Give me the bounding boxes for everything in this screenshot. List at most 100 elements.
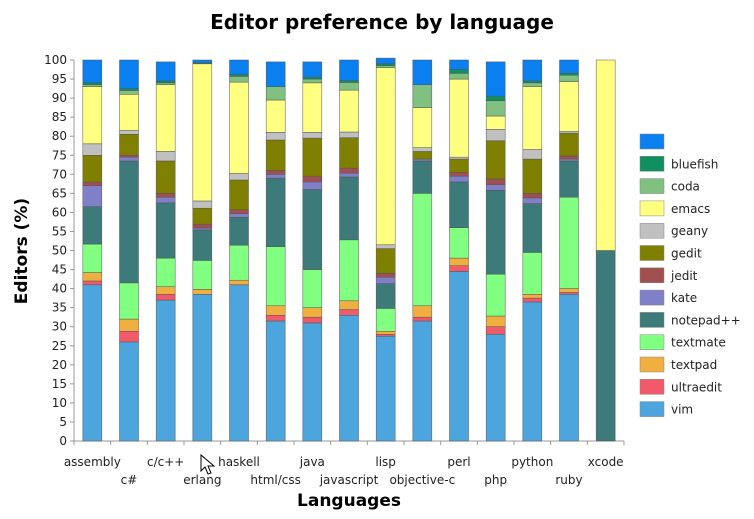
x-tick-label: c/c++ <box>147 455 184 469</box>
bar-segment <box>265 99 286 133</box>
bar-segment <box>559 74 579 82</box>
legend-swatch <box>639 379 665 395</box>
bar-segment <box>302 137 323 177</box>
bar-segment <box>302 76 323 80</box>
bar-segment <box>522 252 543 295</box>
bar-segment <box>522 59 543 82</box>
bar-segment <box>192 63 213 202</box>
bar-segment <box>82 59 103 84</box>
bar-segment <box>339 315 359 442</box>
bar-segment <box>449 175 469 183</box>
bar-segment <box>192 260 213 290</box>
bar-segment <box>265 315 286 322</box>
bar-segment <box>265 246 286 306</box>
bar-segment <box>375 65 396 68</box>
bar-segment <box>229 59 249 75</box>
bar-segment <box>485 95 506 102</box>
legend-swatch <box>639 356 665 373</box>
bar-segment <box>485 326 506 335</box>
bar-segment <box>265 132 286 141</box>
bar-segment <box>375 273 396 278</box>
bar-segment <box>192 207 213 225</box>
y-tick-label: 60 <box>52 205 67 219</box>
bar-segment <box>302 316 323 324</box>
bar-segment <box>119 318 139 332</box>
legend-swatch <box>639 156 665 172</box>
bar-segment <box>375 244 396 249</box>
bar-segment <box>559 288 579 293</box>
bar-segment <box>302 189 323 270</box>
y-tick-label: 90 <box>52 91 67 105</box>
bar-segment <box>229 279 249 286</box>
bar-segment <box>302 181 323 190</box>
bar-segment <box>119 156 139 162</box>
legend-label: geany <box>671 224 708 238</box>
bar-segment <box>339 82 359 91</box>
bar-segment <box>119 94 139 131</box>
bar-segment <box>192 200 213 209</box>
bar-segment <box>595 250 616 442</box>
bar-segment <box>375 331 396 335</box>
legend-label: kate <box>671 291 697 305</box>
bar-segment <box>119 88 139 91</box>
legend-label: coda <box>671 180 700 194</box>
bar-segment <box>265 61 286 87</box>
bar-segment <box>485 61 506 97</box>
bar-segment <box>375 335 396 442</box>
x-tick-label: perl <box>447 455 470 469</box>
bar-segment <box>82 284 103 442</box>
bar-segment <box>522 193 543 199</box>
bar-segment <box>522 301 543 442</box>
bar-segment <box>412 59 433 86</box>
x-tick-label: lisp <box>375 455 396 469</box>
y-tick-label: 25 <box>52 339 67 353</box>
x-tick-label: assembly <box>64 455 121 469</box>
bar-segment <box>302 307 323 318</box>
bar-segment <box>302 322 323 442</box>
x-tick-label: erlang <box>183 473 221 487</box>
bar-segment <box>339 59 359 81</box>
bar-segment <box>155 299 176 442</box>
bar-segment <box>155 202 176 259</box>
bar-segment <box>82 86 103 145</box>
legend-swatch <box>639 334 665 350</box>
y-tick-label: 85 <box>52 110 67 124</box>
x-tick-label: php <box>484 473 507 487</box>
bar-segment <box>522 82 543 87</box>
bar-segment <box>155 196 176 204</box>
bar-segment <box>485 190 506 275</box>
y-tick-label: 35 <box>52 301 67 315</box>
bar-segment <box>82 181 103 186</box>
bar-segment <box>375 67 396 246</box>
legend-label: textmate <box>671 336 726 350</box>
bar-segment <box>485 334 506 442</box>
bar-segment <box>302 61 323 78</box>
bar-segment <box>449 73 469 80</box>
legend-label: bluefish <box>671 157 718 171</box>
bar-segment <box>155 151 176 162</box>
y-tick-label: 65 <box>52 186 67 200</box>
mouse-cursor-icon <box>200 453 216 475</box>
bar-segment <box>522 86 543 150</box>
bar-segment <box>119 155 139 158</box>
bar-segment <box>449 271 469 442</box>
bar-segment <box>229 179 249 210</box>
bar-segment <box>559 155 579 160</box>
bar-segment <box>155 82 176 86</box>
bar-segment <box>559 292 579 295</box>
bar-segment <box>412 158 433 162</box>
bar-segment <box>559 73 579 76</box>
y-tick-label: 55 <box>52 224 67 238</box>
bar-segment <box>559 160 579 198</box>
bar-segment <box>485 140 506 180</box>
bar-segment <box>522 158 543 194</box>
bar-segment <box>119 134 139 156</box>
bar-segment <box>559 59 579 74</box>
axes: 0 5 10 15 20 25 30 35 40 45 50 55 60 65 70 75 80 85 90 95 10… <box>44 53 625 487</box>
bar-segment <box>449 59 469 70</box>
bar-segment <box>229 81 249 174</box>
bar-segment <box>375 63 396 66</box>
bar-segment <box>192 289 213 295</box>
bar-segment <box>119 341 139 442</box>
legend-swatch <box>639 178 665 194</box>
